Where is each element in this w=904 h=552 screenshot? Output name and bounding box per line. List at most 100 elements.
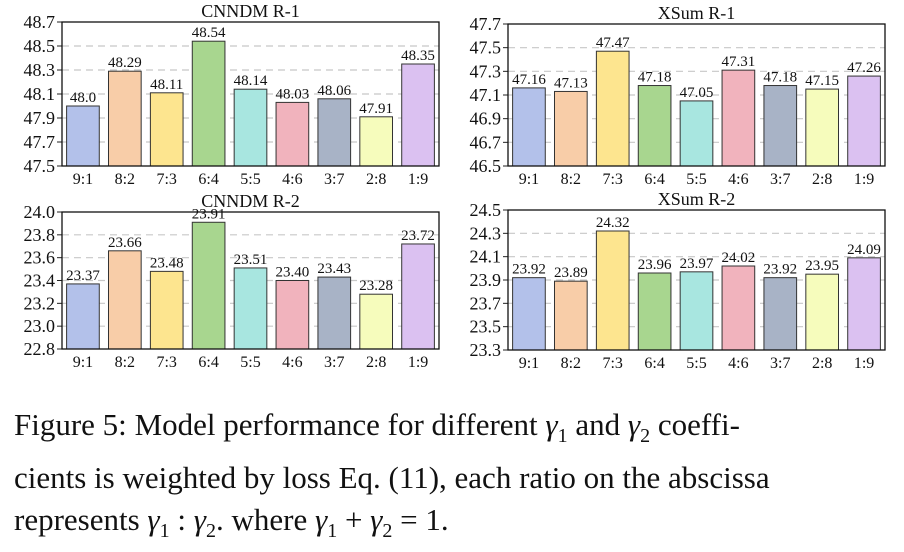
bar [595, 230, 630, 351]
bar [553, 90, 588, 167]
data-label: 23.92 [763, 262, 797, 278]
x-tick-label: 6:4 [198, 171, 218, 188]
y-tick-label: 47.7 [24, 132, 56, 152]
y-tick-label: 23.9 [470, 270, 502, 290]
y-tick-label: 48.1 [24, 84, 56, 104]
x-tick-label: 5:5 [240, 171, 260, 188]
y-tick-label: 46.9 [470, 109, 502, 129]
bar [107, 70, 142, 167]
bar [191, 40, 226, 167]
x-tick-label: 5:5 [240, 354, 260, 371]
data-label: 23.96 [638, 257, 672, 273]
x-tick-label: 1:9 [854, 171, 874, 188]
data-label: 47.05 [680, 85, 714, 101]
y-tick-label: 47.5 [24, 156, 56, 176]
bar [637, 272, 672, 351]
chart-title: XSum R-1 [658, 3, 736, 23]
y-tick-label: 24.3 [470, 223, 502, 243]
chart-2: 22.8 23.0 23.223.4 23.6 23.8 24.0 23.37 9:1 23.6… [24, 191, 440, 371]
data-label: 23.48 [150, 255, 184, 271]
bar [317, 98, 352, 167]
bar [553, 280, 588, 351]
bar [233, 88, 268, 167]
y-tick-label: 47.7 [470, 14, 502, 34]
y-tick-label: 47.5 [470, 38, 502, 58]
bar [107, 250, 142, 350]
data-label: 23.95 [805, 258, 839, 274]
data-label: 47.16 [512, 72, 546, 88]
bar [359, 293, 394, 350]
y-tick-label: 48.7 [24, 12, 56, 32]
data-label: 48.29 [108, 55, 142, 71]
data-label: 23.92 [512, 262, 546, 278]
y-tick-label: 23.5 [470, 317, 502, 337]
x-tick-label: 2:8 [812, 355, 832, 372]
bar [721, 265, 756, 351]
axes-frame [507, 23, 886, 167]
x-tick-label: 8:2 [561, 355, 581, 372]
y-tick-label: 23.4 [24, 271, 56, 291]
chart-3: 23.3 23.5 23.7 23.9 24.1 24.3 24.5 23.92 9:1 23.8… [470, 189, 886, 372]
x-tick-label: 8:2 [561, 171, 581, 188]
bar [317, 276, 352, 350]
data-label: 48.35 [401, 48, 435, 64]
bar [66, 105, 100, 167]
y-tick-label: 24.0 [24, 202, 56, 222]
x-tick-label: 2:8 [812, 171, 832, 188]
y-tick-label: 46.5 [470, 156, 502, 176]
y-tick-label: 23.8 [24, 225, 56, 245]
bar [721, 69, 756, 167]
data-label: 48.11 [150, 77, 183, 93]
chart-1: 46.5 46.7 46.9 47.1 47.3 47.5 47.7 47.16 9:1 47.1… [470, 3, 886, 188]
x-tick-label: 2:8 [366, 354, 386, 371]
x-tick-label: 6:4 [198, 354, 218, 371]
x-tick-label: 2:8 [366, 171, 386, 188]
data-label: 47.13 [554, 75, 588, 91]
y-tick-label: 48.5 [24, 36, 56, 56]
x-tick-label: 9:1 [73, 354, 93, 371]
data-label: 23.51 [234, 252, 268, 268]
bar [275, 101, 310, 167]
x-tick-label: 7:3 [156, 354, 176, 371]
data-label: 47.15 [805, 73, 839, 89]
data-label: 23.89 [554, 265, 588, 281]
y-tick-label: 24.1 [470, 247, 502, 267]
data-label: 24.32 [596, 215, 630, 231]
y-tick-label: 22.8 [24, 339, 56, 359]
bar [637, 85, 672, 167]
bar [233, 267, 268, 350]
chart-title: XSum R-2 [658, 189, 736, 209]
y-tick-label: 47.1 [470, 85, 502, 105]
x-tick-label: 1:9 [408, 354, 428, 371]
data-label: 23.72 [401, 228, 435, 244]
x-tick-label: 9:1 [519, 355, 539, 372]
data-label: 23.66 [108, 235, 142, 251]
y-tick-label: 23.7 [470, 293, 502, 313]
bar [847, 257, 881, 351]
data-label: 47.47 [596, 35, 630, 51]
x-tick-label: 9:1 [519, 171, 539, 188]
y-tick-label: 23.3 [470, 340, 502, 360]
data-label: 48.14 [234, 73, 268, 89]
bar [149, 92, 184, 167]
axes-frame [61, 21, 440, 167]
x-tick-label: 4:6 [282, 171, 302, 188]
x-tick-label: 5:5 [686, 355, 706, 372]
y-tick-label: 23.2 [24, 293, 56, 313]
data-label: 47.18 [763, 70, 797, 86]
x-tick-label: 8:2 [115, 171, 135, 188]
bar [191, 221, 226, 350]
data-label: 24.09 [847, 242, 881, 258]
x-tick-label: 4:6 [728, 171, 748, 188]
bar [805, 273, 840, 351]
x-tick-label: 7:3 [602, 171, 622, 188]
data-label: 23.91 [192, 206, 226, 222]
axes-frame [61, 211, 440, 350]
data-label: 23.43 [317, 261, 351, 277]
y-tick-label: 23.0 [24, 316, 56, 336]
bar [763, 85, 798, 167]
x-tick-label: 5:5 [686, 171, 706, 188]
x-tick-label: 7:3 [602, 355, 622, 372]
data-label: 48.0 [70, 90, 96, 106]
x-tick-label: 7:3 [156, 171, 176, 188]
